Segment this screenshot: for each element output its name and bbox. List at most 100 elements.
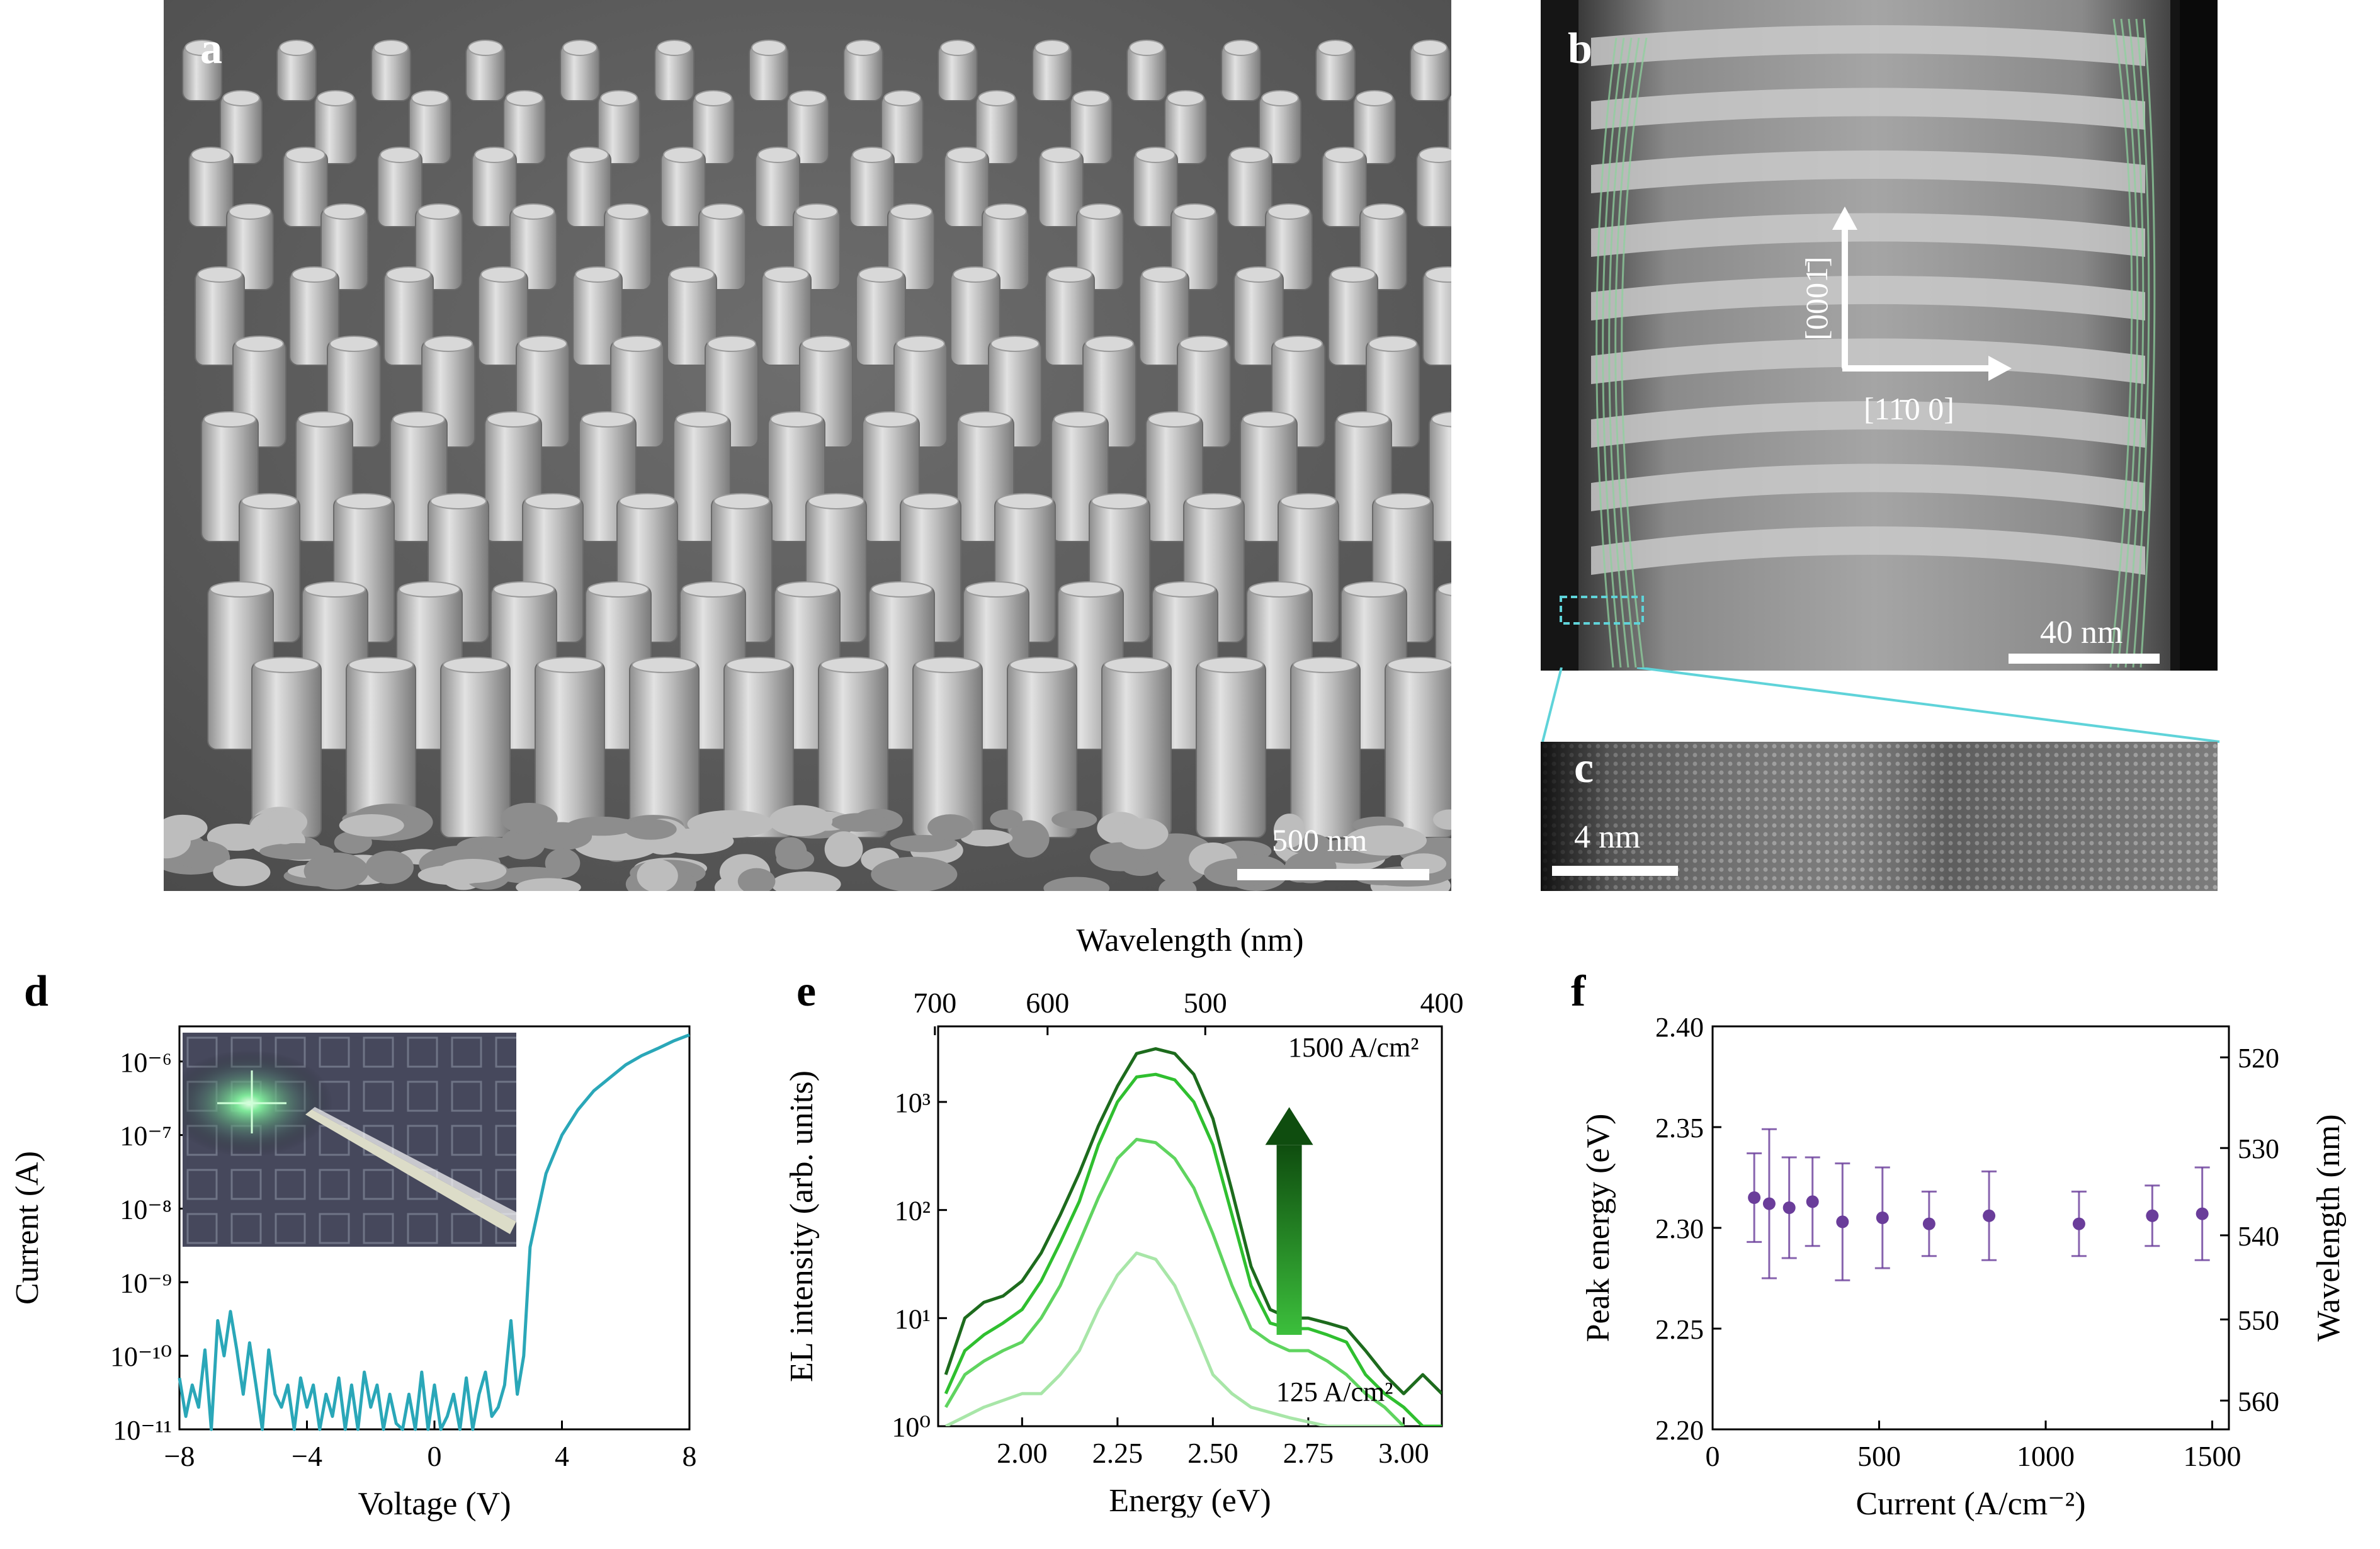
- y2-tick-label: 550: [2238, 1305, 2279, 1336]
- iv-curve-chart: −8 −4 0 4 8 10⁻¹¹ 10⁻¹⁰ 10⁻⁹ 10⁻⁸ 10⁻⁷ 10⁻⁶ Voltage…: [9, 1025, 697, 1522]
- x-tick-label: 4: [555, 1440, 569, 1472]
- nanowire-pillar: [1422, 270, 1451, 366]
- nanowire-tip: [808, 493, 864, 509]
- nanowire-tip: [1412, 40, 1448, 56]
- substrate-grain: [830, 813, 888, 832]
- substrate-grain: [824, 831, 863, 867]
- axis-label-horizontal: [11̄0 0]: [1864, 391, 1954, 426]
- nanowire-tip: [430, 493, 487, 509]
- nanowire-tip: [978, 90, 1016, 106]
- quantum-well-band: [1591, 463, 2145, 511]
- nanowire-tip: [537, 657, 603, 673]
- nanowire-tip: [279, 40, 314, 56]
- nanowire-tip: [1223, 40, 1259, 56]
- panel-c-letter: c: [1574, 744, 1594, 792]
- sidewall-shell-line: [2124, 18, 2145, 668]
- y2-tick-label: 530: [2238, 1133, 2279, 1164]
- nanowire-tip: [399, 581, 460, 598]
- nanowire-tip: [1135, 147, 1176, 163]
- nanowire-tip: [764, 266, 809, 283]
- substrate-grain: [365, 851, 414, 884]
- nanowire-tip: [1041, 147, 1081, 163]
- nanowire-tip: [191, 147, 231, 163]
- panel-c-scalebar: [1552, 866, 1678, 876]
- x-tick-label: −4: [292, 1440, 322, 1472]
- nanowire-tip: [953, 266, 998, 283]
- el-spectrum-line: [944, 1138, 1405, 1426]
- substrate-grain: [334, 831, 372, 854]
- data-point: [2196, 1207, 2209, 1220]
- el-spectra-chart: 2.00 2.25 2.50 2.75 3.00 700 600 500 400 10⁰ 10¹ 10…: [784, 922, 1464, 1518]
- data-point: [2146, 1209, 2159, 1222]
- nanowire-tip: [946, 147, 987, 163]
- data-point: [2072, 1217, 2085, 1230]
- x-tick-label: 1000: [2017, 1440, 2075, 1472]
- nanowire-tip: [518, 336, 567, 352]
- substrate-grain: [1043, 877, 1110, 891]
- quantum-well-band: [1591, 150, 2145, 193]
- panel-e-letter: e: [796, 967, 817, 1016]
- substrate-grain: [207, 823, 267, 851]
- data-point: [1922, 1217, 1935, 1230]
- nanowire-tip: [1242, 411, 1295, 428]
- x-tick-label: 8: [683, 1440, 697, 1472]
- panel-d-letter: d: [24, 967, 48, 1016]
- nanowire-tip: [1072, 90, 1110, 106]
- x-tick-label: 2.50: [1187, 1437, 1238, 1469]
- nanowire-tip: [373, 40, 409, 56]
- quantum-well-band: [1591, 276, 2145, 321]
- x2-axis-label: Wavelength (nm): [1076, 922, 1303, 958]
- sidewall-shell-line: [1614, 37, 1640, 668]
- data-point: [1762, 1197, 1776, 1210]
- nanowire-tip: [613, 336, 662, 352]
- nanowire-tip: [1249, 581, 1310, 598]
- nanowire-tip: [1362, 203, 1405, 220]
- nanowire-tip: [1236, 266, 1281, 283]
- nanowire-tip: [896, 336, 945, 352]
- y-tick-label: 2.40: [1655, 1012, 1704, 1043]
- nanowire-tip: [770, 411, 823, 428]
- nanowire-tip: [197, 266, 242, 283]
- nanowire-tip: [229, 203, 271, 220]
- nanowire-tip: [417, 203, 460, 220]
- nanowire-tip: [1091, 493, 1148, 509]
- data-point: [1748, 1191, 1761, 1204]
- nanowire-tip: [676, 411, 728, 428]
- nanowire-tip: [600, 90, 638, 106]
- substrate-grain: [566, 816, 637, 836]
- y2-tick-label: 520: [2238, 1043, 2279, 1074]
- nanowire-pillar: [1101, 661, 1172, 838]
- nanowire-tip: [890, 203, 932, 220]
- nanowire-tip: [184, 40, 220, 56]
- quantum-well-band: [1591, 338, 2145, 384]
- nanowire-tip: [298, 411, 351, 428]
- sidewall-shell-line: [1595, 37, 1618, 668]
- nanowire-tip: [1173, 203, 1216, 220]
- substrate-grain: [259, 843, 334, 860]
- nanowire-array-image: [164, 0, 1451, 891]
- nanowire-tip: [795, 203, 838, 220]
- nanowire-tip: [317, 90, 354, 106]
- nanowire-tip: [1343, 581, 1405, 598]
- sidewall-shell-line: [1602, 37, 1625, 668]
- el-spectrum-line: [944, 1047, 1442, 1395]
- nanowire-tip: [1330, 266, 1376, 283]
- nanowire-tip: [210, 581, 271, 598]
- substrate-grain: [637, 859, 678, 891]
- nanowire-tip: [871, 581, 932, 598]
- nanowire-pillar: [1196, 661, 1266, 838]
- substrate-grain: [439, 858, 507, 883]
- nanowire-pillar: [1007, 661, 1077, 838]
- panel-a-scalebar-label: 500 nm: [1272, 822, 1368, 858]
- substrate-grain: [625, 819, 677, 840]
- substrate-grain: [1051, 810, 1097, 829]
- y-axis-label: Peak energy (eV): [1580, 1114, 1616, 1342]
- y-tick-label: 10⁻⁹: [120, 1268, 172, 1298]
- substrate-grain: [769, 805, 833, 837]
- nanowire-tip: [292, 266, 337, 283]
- panel-a-scalebar: [1237, 869, 1429, 880]
- panel-f-letter: f: [1571, 967, 1586, 1016]
- nanowire-tip: [443, 657, 508, 673]
- y-tick-label: 10⁻⁷: [120, 1121, 172, 1152]
- sidewall-shell-line: [2139, 18, 2156, 668]
